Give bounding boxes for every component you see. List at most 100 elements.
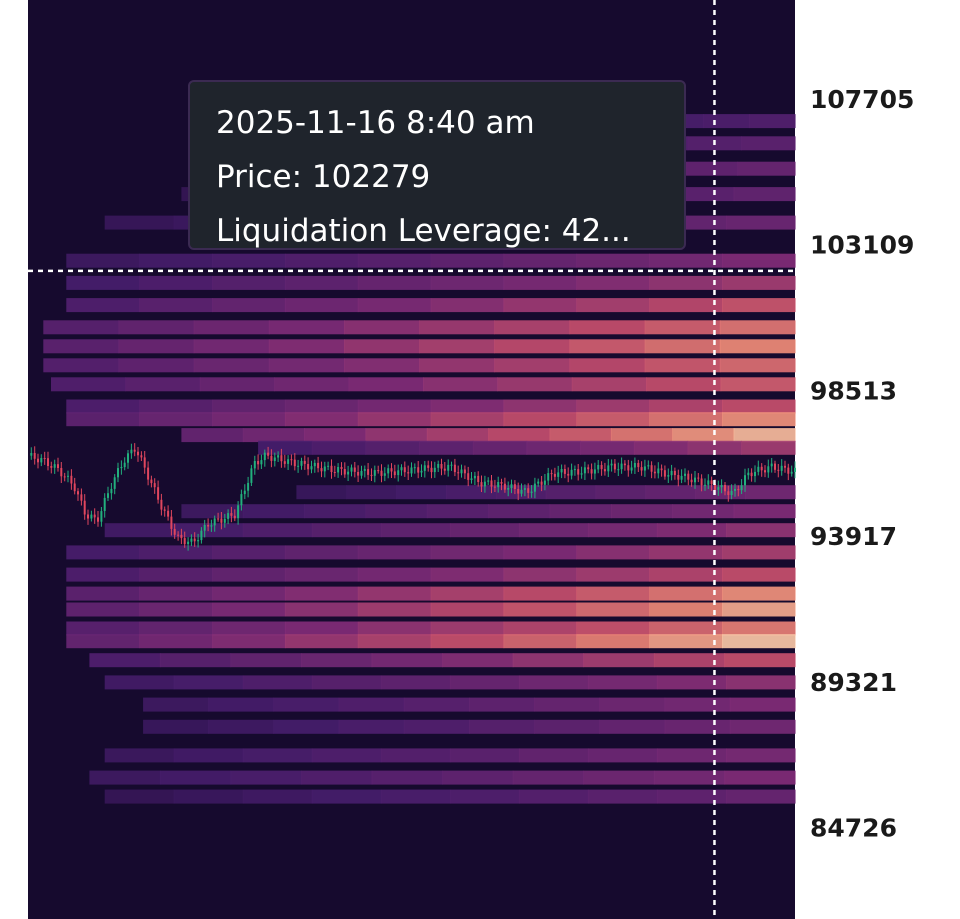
liquidation-band-cell bbox=[749, 114, 796, 129]
liquidation-band-cell bbox=[503, 412, 577, 427]
candle-body bbox=[363, 469, 366, 471]
liquidation-band-cell bbox=[569, 358, 646, 373]
liquidation-band-cell bbox=[181, 428, 244, 443]
liquidation-band-cell bbox=[118, 320, 195, 335]
tooltip-leverage: Liquidation Leverage: 42... bbox=[216, 213, 631, 249]
liquidation-band-cell bbox=[301, 653, 373, 668]
candle-body bbox=[513, 484, 516, 489]
candle-body bbox=[207, 525, 210, 527]
liquidation-band-cell bbox=[66, 634, 140, 649]
liquidation-band-cell bbox=[104, 215, 175, 230]
liquidation-band-cell bbox=[284, 567, 359, 582]
liquidation-band-cell bbox=[722, 586, 796, 601]
liquidation-band-cell bbox=[423, 377, 498, 392]
candle-body bbox=[77, 491, 79, 495]
candle-body bbox=[307, 464, 310, 470]
liquidation-band-cell bbox=[576, 567, 650, 582]
candle-body bbox=[533, 483, 536, 492]
candle-body bbox=[297, 465, 300, 467]
candle-body bbox=[123, 462, 126, 468]
liquidation-band-cell bbox=[311, 748, 382, 763]
liquidation-band-cell bbox=[644, 339, 721, 354]
candle-body bbox=[684, 473, 686, 476]
liquidation-band-cell bbox=[173, 675, 244, 690]
liquidation-band-cell bbox=[656, 523, 727, 538]
liquidation-band-cell bbox=[212, 634, 286, 649]
candle-body bbox=[193, 538, 196, 542]
candle-body bbox=[597, 465, 600, 470]
candle-body bbox=[600, 465, 603, 470]
liquidation-band-cell bbox=[304, 504, 367, 519]
candle-body bbox=[724, 485, 726, 492]
liquidation-band-cell bbox=[569, 339, 646, 354]
liquidation-band-cell bbox=[494, 320, 571, 335]
candle-body bbox=[687, 473, 690, 480]
liquidation-band-cell bbox=[357, 545, 432, 560]
liquidation-band-cell bbox=[430, 412, 505, 427]
y-tick-label: 98513 bbox=[810, 376, 897, 405]
liquidation-band-cell bbox=[242, 675, 313, 690]
liquidation-band-cell bbox=[644, 320, 721, 335]
liquidation-band-cell bbox=[494, 339, 571, 354]
liquidation-band-cell bbox=[430, 545, 505, 560]
candle-body bbox=[667, 475, 670, 477]
candle-body bbox=[290, 459, 293, 461]
liquidation-band-cell bbox=[212, 412, 286, 427]
candle-body bbox=[670, 470, 673, 476]
liquidation-band-cell bbox=[737, 161, 796, 176]
liquidation-band-cell bbox=[104, 675, 175, 690]
liquidation-band-cell bbox=[518, 675, 589, 690]
liquidation-band-cell bbox=[672, 504, 735, 519]
liquidation-band-cell bbox=[503, 634, 577, 649]
candle-body bbox=[350, 467, 353, 472]
liquidation-band-cell bbox=[212, 602, 286, 617]
liquidation-band-cell bbox=[656, 748, 727, 763]
liquidation-band-cell bbox=[344, 320, 420, 335]
liquidation-band-cell bbox=[649, 298, 723, 313]
liquidation-band-cell bbox=[430, 275, 505, 290]
candle-body bbox=[413, 467, 416, 469]
candle-body bbox=[627, 465, 630, 471]
tooltip-datetime: 2025-11-16 8:40 am bbox=[216, 105, 535, 141]
liquidation-band-cell bbox=[284, 634, 359, 649]
liquidation-band-cell bbox=[284, 586, 359, 601]
liquidation-band-cell bbox=[284, 412, 359, 427]
liquidation-band-cell bbox=[497, 377, 573, 392]
liquidation-band-cell bbox=[649, 253, 723, 268]
candle-body bbox=[283, 461, 286, 464]
candle-body bbox=[637, 463, 640, 468]
liquidation-band-cell bbox=[656, 789, 727, 804]
liquidation-band-cell bbox=[51, 377, 126, 392]
liquidation-band-cell bbox=[645, 485, 696, 500]
liquidation-band-cell bbox=[576, 412, 650, 427]
candle-body bbox=[157, 487, 160, 500]
liquidation-band-cell bbox=[419, 358, 495, 373]
candle-body bbox=[790, 471, 793, 474]
liquidation-band-cell bbox=[653, 770, 726, 785]
candle-body bbox=[607, 465, 610, 472]
liquidation-band-cell bbox=[139, 621, 213, 636]
liquidation-band-cell bbox=[656, 675, 727, 690]
candle-body bbox=[250, 468, 253, 483]
candle-body bbox=[317, 462, 320, 469]
candle-body bbox=[73, 483, 76, 492]
candle-body bbox=[60, 468, 63, 477]
liquidation-band-cell bbox=[518, 748, 589, 763]
candle-body bbox=[180, 534, 183, 539]
candle-body bbox=[130, 449, 133, 454]
liquidation-band-cell bbox=[212, 253, 286, 268]
liquidation-band-cell bbox=[396, 485, 447, 500]
candle-body bbox=[707, 480, 710, 485]
liquidation-band-cell bbox=[43, 320, 120, 335]
liquidation-band-cell bbox=[274, 377, 350, 392]
liquidation-band-cell bbox=[208, 719, 274, 734]
liquidation-band-cell bbox=[503, 621, 577, 636]
liquidation-band-cell bbox=[139, 602, 213, 617]
liquidation-band-cell bbox=[242, 504, 305, 519]
liquidation-band-cell bbox=[139, 567, 213, 582]
liquidation-band-cell bbox=[571, 377, 647, 392]
liquidation-band-cell bbox=[503, 545, 577, 560]
liquidation-band-cell bbox=[430, 253, 505, 268]
candle-body bbox=[754, 471, 756, 477]
